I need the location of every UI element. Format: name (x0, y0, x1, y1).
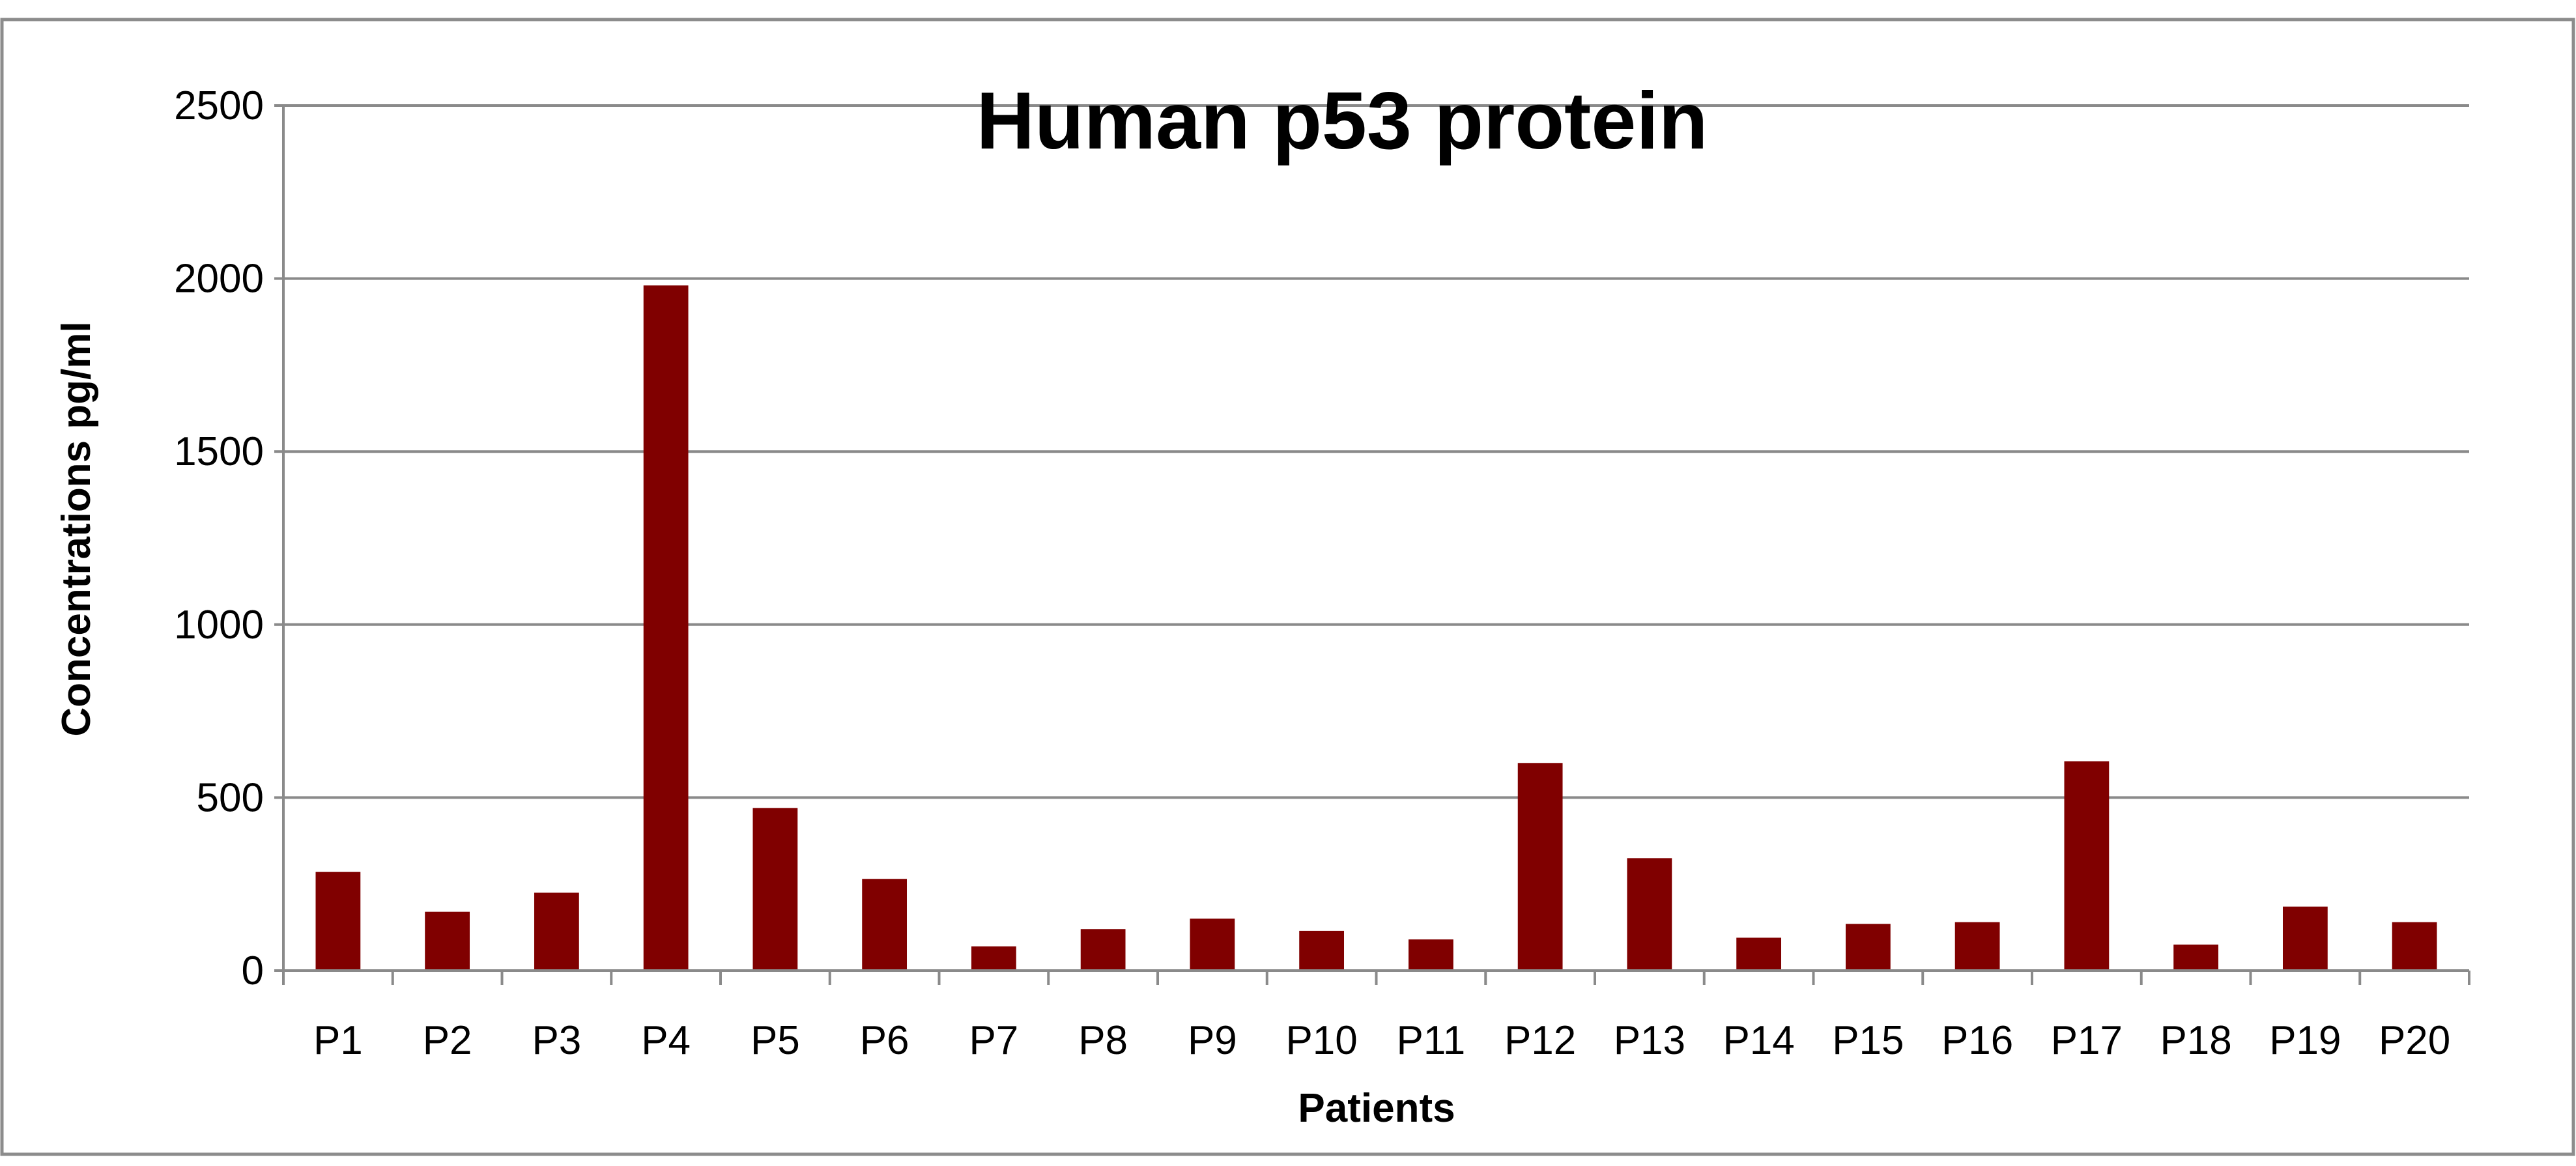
x-tick-label: P20 (2379, 1018, 2450, 1063)
bar-p19 (2282, 906, 2328, 971)
x-tick-label: P1 (313, 1018, 363, 1063)
bar-p13 (1627, 858, 1672, 971)
y-tick-label: 0 (242, 948, 264, 993)
bar-p12 (1517, 763, 1563, 971)
bars (315, 285, 2437, 971)
x-tick-label: P5 (751, 1018, 800, 1063)
x-tick-label: P17 (2051, 1018, 2123, 1063)
x-tick-label: P11 (1397, 1018, 1466, 1063)
x-tick-label: P4 (641, 1018, 691, 1063)
bar-p11 (1408, 939, 1453, 971)
x-tick-label: P14 (1723, 1018, 1794, 1063)
x-tick-label: P18 (2160, 1018, 2231, 1063)
bar-p20 (2392, 922, 2437, 971)
axes (274, 104, 2470, 985)
y-axis-title: Concentrations pg/ml (54, 321, 99, 736)
bar-p3 (534, 892, 579, 971)
chart-title: Human p53 protein (976, 76, 1708, 166)
y-tick-label: 1000 (174, 603, 264, 647)
y-tick-label: 2500 (174, 83, 264, 128)
x-tick-label: P10 (1285, 1018, 1357, 1063)
bar-p17 (2064, 761, 2110, 971)
x-tick-label: P9 (1188, 1018, 1237, 1063)
bar-p9 (1190, 918, 1235, 971)
x-tick-label: P3 (532, 1018, 581, 1063)
y-tick-label: 500 (197, 775, 264, 820)
bar-p4 (643, 285, 689, 971)
bar-p8 (1080, 929, 1126, 971)
bar-p10 (1299, 930, 1345, 971)
x-tick-label: P2 (423, 1018, 472, 1063)
chart-frame (0, 18, 2575, 1156)
bar-p5 (752, 808, 798, 971)
x-tick-label: P8 (1078, 1018, 1128, 1063)
bar-p16 (1954, 922, 2000, 971)
x-tick-label: P15 (1832, 1018, 1904, 1063)
x-tick-label: P12 (1504, 1018, 1576, 1063)
x-tick-label: P6 (860, 1018, 909, 1063)
bar-p14 (1736, 937, 1782, 971)
bar-p6 (862, 879, 908, 971)
x-tick-label: P13 (1614, 1018, 1685, 1063)
y-tick-labels: 0 500 1000 1500 2000 2500 (174, 83, 264, 993)
bar-p1 (315, 872, 361, 971)
bar-p15 (1845, 924, 1891, 971)
bar-p18 (2173, 945, 2219, 971)
x-tick-label: P19 (2269, 1018, 2341, 1063)
bar-p2 (425, 911, 470, 971)
y-tick-label: 2000 (174, 257, 264, 302)
x-tick-labels: P1 P2 P3 P4 P5 P6 P7 P8 P9 P10 P11 P12 P13 P14 P15 P16 P… (313, 1018, 2450, 1063)
y-tick-label: 1500 (174, 429, 264, 474)
bar-p7 (971, 946, 1016, 971)
x-axis-title: Patients (1298, 1086, 1455, 1131)
x-tick-label: P7 (969, 1018, 1018, 1063)
x-tick-label: P16 (1941, 1018, 2013, 1063)
